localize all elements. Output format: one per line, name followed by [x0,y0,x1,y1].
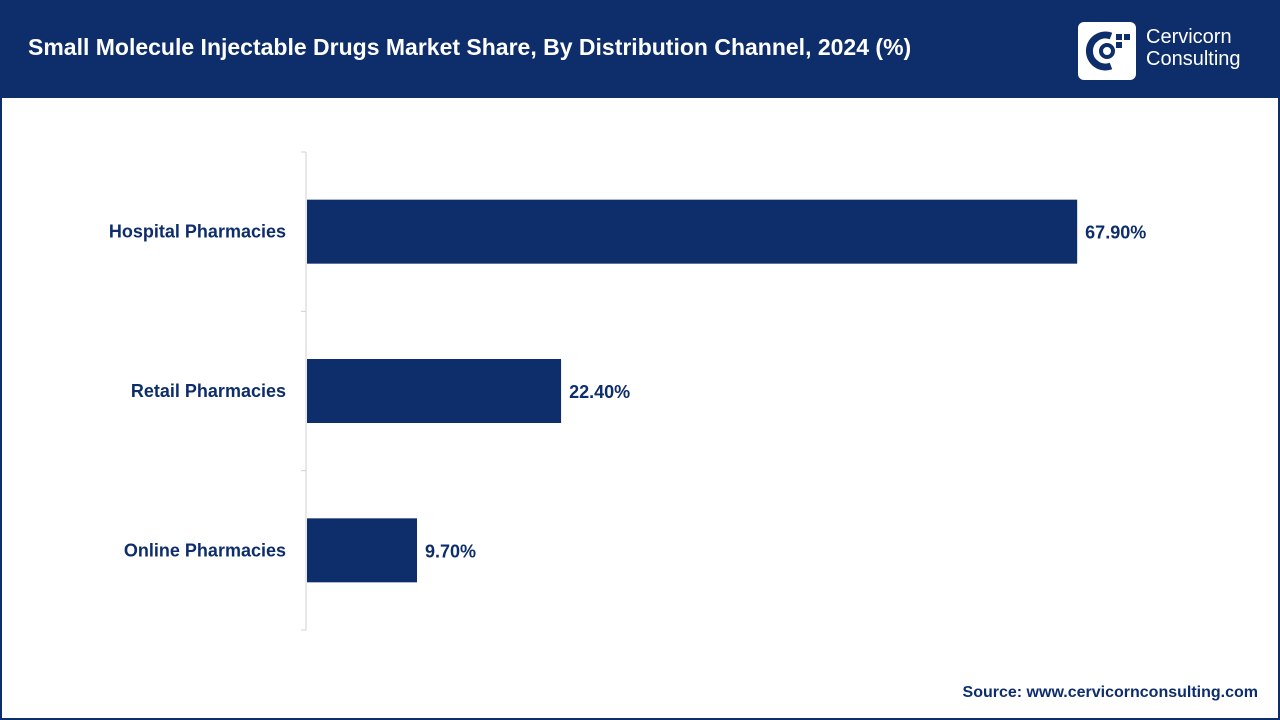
logo-wordmark: Cervicorn Consulting [1146,26,1241,70]
bar-retail-pharmacies [307,359,562,423]
bar-hospital-pharmacies [307,199,1078,264]
logo-icon [1078,22,1136,80]
data-label: 67.90% [1085,223,1146,243]
logo-line1: Cervicorn [1146,26,1232,48]
bar-online-pharmacies [307,518,418,583]
logo-line2: Consulting [1146,48,1241,70]
data-label: 22.40% [569,382,630,402]
category-label: Online Pharmacies [124,540,286,560]
data-label: 9.70% [425,541,476,561]
category-label: Hospital Pharmacies [109,222,286,242]
category-label: Retail Pharmacies [131,381,286,401]
chart-title: Small Molecule Injectable Drugs Market S… [28,34,912,60]
company-logo: Cervicorn Consulting [1078,20,1264,80]
source-note: Source: www.cervicornconsulting.com [962,684,1258,701]
header-bar: Small Molecule Injectable Drugs Market S… [2,2,1278,98]
